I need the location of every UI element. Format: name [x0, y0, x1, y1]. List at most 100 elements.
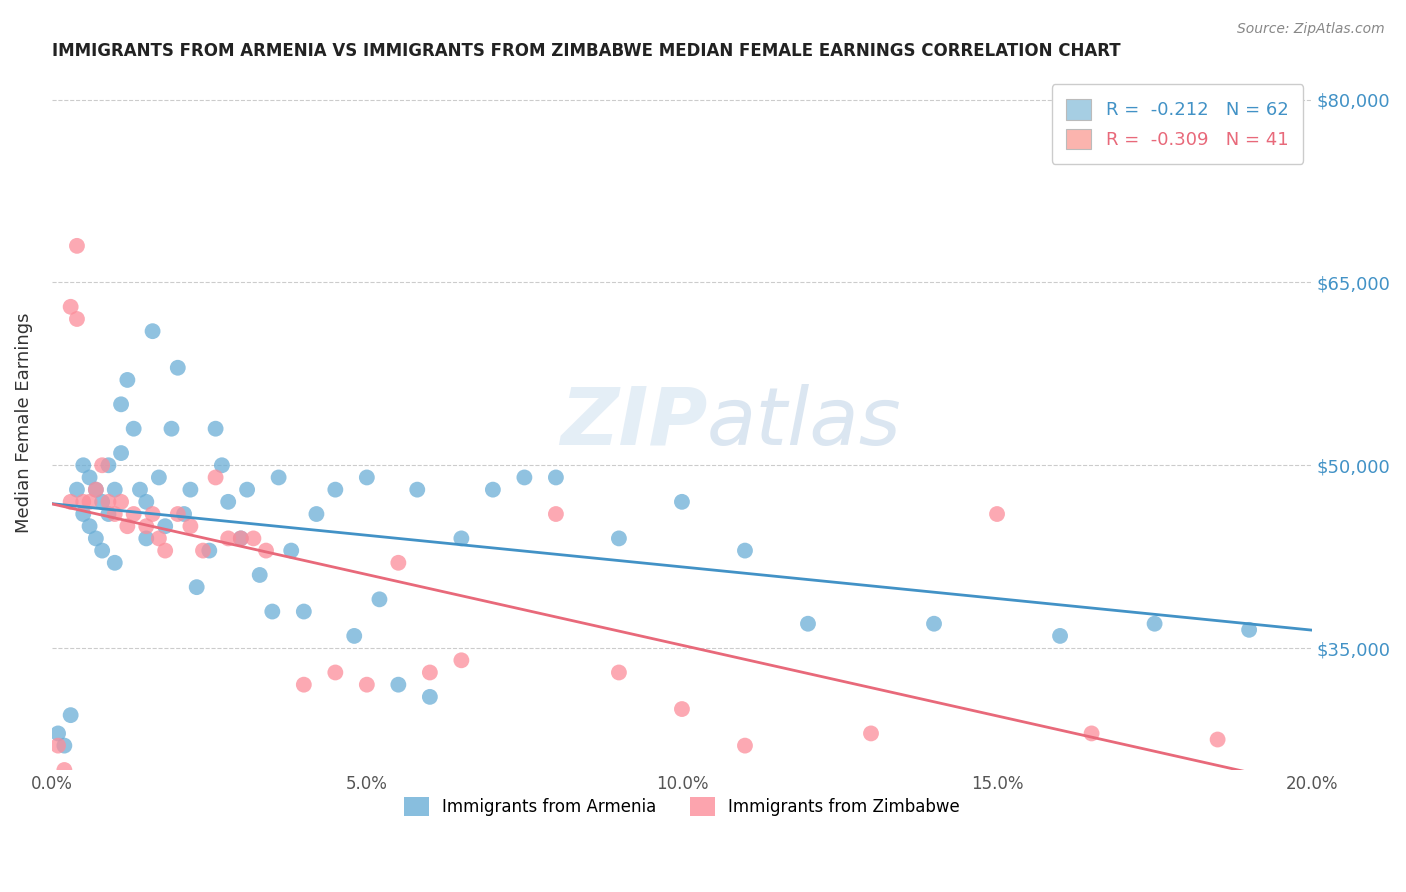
- Point: [1206, 732, 1229, 747]
- Point: [66, 312, 89, 326]
- Point: [97, 495, 120, 509]
- Text: ZIP: ZIP: [560, 384, 707, 461]
- Point: [72, 507, 94, 521]
- Point: [236, 483, 259, 497]
- Point: [173, 507, 195, 521]
- Point: [387, 678, 409, 692]
- Point: [97, 458, 120, 473]
- Point: [211, 458, 233, 473]
- Point: [1049, 629, 1071, 643]
- Point: [122, 422, 145, 436]
- Point: [292, 605, 315, 619]
- Point: [191, 543, 214, 558]
- Point: [84, 483, 107, 497]
- Point: [544, 470, 567, 484]
- Point: [166, 360, 188, 375]
- Point: [734, 739, 756, 753]
- Point: [254, 543, 277, 558]
- Text: IMMIGRANTS FROM ARMENIA VS IMMIGRANTS FROM ZIMBABWE MEDIAN FEMALE EARNINGS CORRE: IMMIGRANTS FROM ARMENIA VS IMMIGRANTS FR…: [52, 42, 1121, 60]
- Point: [148, 470, 170, 484]
- Point: [734, 543, 756, 558]
- Point: [229, 532, 252, 546]
- Point: [305, 507, 328, 521]
- Point: [325, 665, 347, 680]
- Point: [79, 495, 101, 509]
- Point: [356, 470, 378, 484]
- Point: [292, 678, 315, 692]
- Point: [607, 665, 630, 680]
- Point: [66, 483, 89, 497]
- Point: [84, 483, 107, 497]
- Point: [797, 616, 820, 631]
- Point: [922, 616, 945, 631]
- Point: [450, 532, 472, 546]
- Point: [110, 397, 132, 411]
- Point: [419, 665, 441, 680]
- Point: [186, 580, 208, 594]
- Point: [242, 532, 264, 546]
- Point: [482, 483, 505, 497]
- Point: [148, 532, 170, 546]
- Point: [671, 495, 693, 509]
- Point: [387, 556, 409, 570]
- Point: [671, 702, 693, 716]
- Point: [179, 483, 201, 497]
- Point: [368, 592, 391, 607]
- Point: [262, 605, 284, 619]
- Point: [544, 507, 567, 521]
- Point: [986, 507, 1008, 521]
- Point: [142, 507, 165, 521]
- Point: [859, 726, 882, 740]
- Point: [1080, 726, 1102, 740]
- Point: [122, 507, 145, 521]
- Y-axis label: Median Female Earnings: Median Female Earnings: [15, 312, 32, 533]
- Point: [204, 470, 226, 484]
- Point: [46, 739, 69, 753]
- Point: [160, 422, 183, 436]
- Point: [84, 532, 107, 546]
- Point: [450, 653, 472, 667]
- Point: [217, 495, 239, 509]
- Point: [91, 543, 114, 558]
- Point: [217, 532, 239, 546]
- Point: [129, 483, 152, 497]
- Point: [325, 483, 347, 497]
- Point: [153, 543, 176, 558]
- Point: [104, 483, 127, 497]
- Point: [179, 519, 201, 533]
- Point: [91, 495, 114, 509]
- Point: [198, 543, 221, 558]
- Point: [135, 519, 157, 533]
- Point: [53, 763, 76, 777]
- Point: [1143, 616, 1166, 631]
- Point: [59, 708, 82, 723]
- Text: Source: ZipAtlas.com: Source: ZipAtlas.com: [1237, 22, 1385, 37]
- Point: [110, 495, 132, 509]
- Point: [406, 483, 429, 497]
- Point: [117, 373, 139, 387]
- Point: [1237, 623, 1260, 637]
- Point: [104, 507, 127, 521]
- Point: [66, 239, 89, 253]
- Text: atlas: atlas: [707, 384, 901, 461]
- Point: [79, 519, 101, 533]
- Point: [419, 690, 441, 704]
- Point: [142, 324, 165, 338]
- Legend: Immigrants from Armenia, Immigrants from Zimbabwe: Immigrants from Armenia, Immigrants from…: [395, 789, 969, 824]
- Point: [72, 458, 94, 473]
- Point: [513, 470, 536, 484]
- Point: [97, 507, 120, 521]
- Point: [135, 532, 157, 546]
- Point: [59, 495, 82, 509]
- Point: [267, 470, 290, 484]
- Point: [229, 532, 252, 546]
- Point: [280, 543, 302, 558]
- Point: [153, 519, 176, 533]
- Point: [356, 678, 378, 692]
- Point: [53, 739, 76, 753]
- Point: [343, 629, 366, 643]
- Point: [249, 568, 271, 582]
- Point: [104, 556, 127, 570]
- Point: [46, 726, 69, 740]
- Point: [79, 470, 101, 484]
